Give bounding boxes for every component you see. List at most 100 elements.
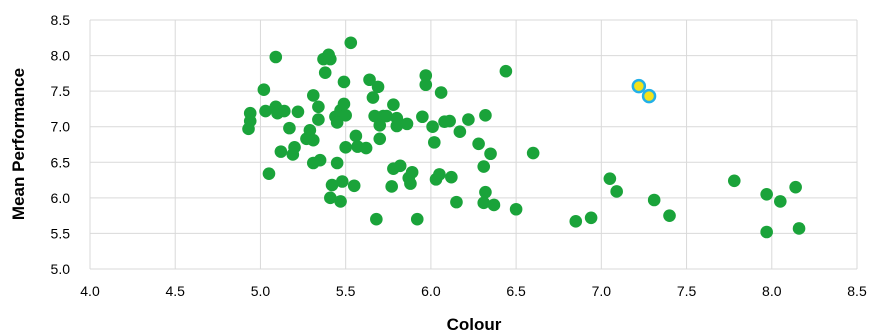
highlighted-data-point bbox=[641, 88, 657, 104]
data-point bbox=[477, 196, 491, 210]
data-point bbox=[477, 160, 491, 173]
data-point bbox=[325, 178, 339, 192]
x-axis-label: Colour bbox=[447, 315, 502, 334]
data-point bbox=[306, 89, 320, 102]
y-axis-label: Mean Performance bbox=[9, 68, 28, 220]
data-point bbox=[792, 222, 806, 235]
data-point bbox=[349, 129, 363, 143]
data-point bbox=[610, 185, 623, 198]
x-tick-label: 6.0 bbox=[421, 283, 441, 299]
x-tick-label: 5.0 bbox=[251, 283, 271, 299]
data-point bbox=[303, 123, 317, 137]
data-point bbox=[380, 109, 393, 123]
x-tick-label: 5.5 bbox=[336, 283, 356, 299]
data-point bbox=[426, 120, 439, 134]
data-point bbox=[347, 179, 361, 193]
data-point bbox=[789, 180, 802, 194]
data-point bbox=[363, 73, 376, 87]
data-point bbox=[647, 193, 661, 207]
data-point bbox=[334, 195, 347, 208]
data-point bbox=[366, 91, 380, 104]
data-point bbox=[283, 121, 296, 135]
data-point bbox=[324, 52, 337, 66]
data-point bbox=[288, 141, 301, 154]
data-point bbox=[291, 105, 305, 119]
gridlines bbox=[89, 19, 858, 270]
tick-labels: 4.0 4.5 5.0 5.5 6.0 6.5 7.0 7.5 8.0 8.5 5.0 5.5 6.0 6… bbox=[51, 12, 867, 299]
data-point bbox=[774, 195, 787, 208]
data-point bbox=[760, 225, 773, 239]
data-point bbox=[472, 137, 485, 151]
data-point bbox=[339, 141, 352, 154]
data-point bbox=[385, 180, 398, 193]
data-point bbox=[274, 145, 288, 158]
data-point bbox=[509, 202, 523, 216]
data-points bbox=[242, 36, 806, 239]
y-tick-label: 7.0 bbox=[51, 119, 71, 135]
y-tick-label: 8.0 bbox=[51, 48, 71, 64]
y-tick-label: 7.5 bbox=[51, 83, 71, 99]
x-tick-label: 7.0 bbox=[592, 283, 612, 299]
data-point bbox=[269, 50, 283, 64]
data-point bbox=[450, 195, 463, 209]
data-point bbox=[479, 109, 492, 122]
data-point bbox=[526, 146, 540, 160]
data-point bbox=[487, 198, 501, 212]
x-tick-label: 8.0 bbox=[762, 283, 782, 299]
data-point bbox=[359, 141, 373, 155]
data-point bbox=[462, 113, 475, 126]
data-point bbox=[387, 98, 400, 111]
data-point bbox=[433, 168, 446, 181]
data-point bbox=[257, 83, 271, 97]
data-point bbox=[427, 136, 441, 149]
data-point bbox=[390, 119, 404, 133]
data-point bbox=[569, 215, 583, 228]
data-point bbox=[410, 212, 424, 226]
data-point bbox=[262, 167, 276, 180]
x-tick-label: 4.0 bbox=[80, 283, 100, 299]
data-point bbox=[405, 165, 419, 179]
data-point bbox=[324, 191, 337, 205]
data-point bbox=[337, 97, 351, 111]
data-point bbox=[443, 114, 456, 128]
data-point bbox=[400, 117, 414, 131]
data-point bbox=[453, 125, 467, 138]
data-point bbox=[371, 80, 385, 94]
data-point bbox=[419, 69, 433, 82]
y-tick-label: 6.0 bbox=[51, 190, 71, 206]
data-point bbox=[339, 109, 352, 122]
data-point bbox=[337, 75, 351, 89]
data-point bbox=[484, 147, 497, 161]
data-point bbox=[434, 86, 448, 99]
y-tick-label: 8.5 bbox=[51, 12, 71, 28]
data-point bbox=[330, 116, 344, 129]
data-point bbox=[603, 172, 617, 185]
data-point bbox=[370, 212, 383, 226]
data-point bbox=[760, 188, 773, 201]
data-point bbox=[306, 133, 320, 147]
data-point bbox=[584, 211, 598, 225]
data-point bbox=[278, 104, 291, 118]
data-point bbox=[393, 159, 407, 173]
x-tick-label: 7.5 bbox=[677, 283, 697, 299]
y-tick-label: 5.0 bbox=[51, 261, 71, 277]
data-point bbox=[313, 153, 327, 167]
data-point bbox=[499, 64, 513, 78]
data-point bbox=[445, 170, 458, 184]
data-point bbox=[373, 132, 387, 146]
data-point bbox=[404, 177, 417, 190]
data-point bbox=[318, 66, 332, 79]
x-tick-label: 6.5 bbox=[506, 283, 526, 299]
data-point bbox=[419, 78, 433, 92]
data-point bbox=[330, 156, 344, 170]
data-point bbox=[663, 209, 676, 222]
data-point bbox=[416, 110, 429, 124]
data-point bbox=[312, 100, 325, 114]
data-point bbox=[335, 175, 349, 188]
data-point bbox=[312, 113, 325, 126]
data-point bbox=[259, 104, 272, 118]
x-tick-label: 8.5 bbox=[847, 283, 867, 299]
highlighted-data-point bbox=[631, 78, 647, 94]
data-point bbox=[243, 106, 257, 120]
